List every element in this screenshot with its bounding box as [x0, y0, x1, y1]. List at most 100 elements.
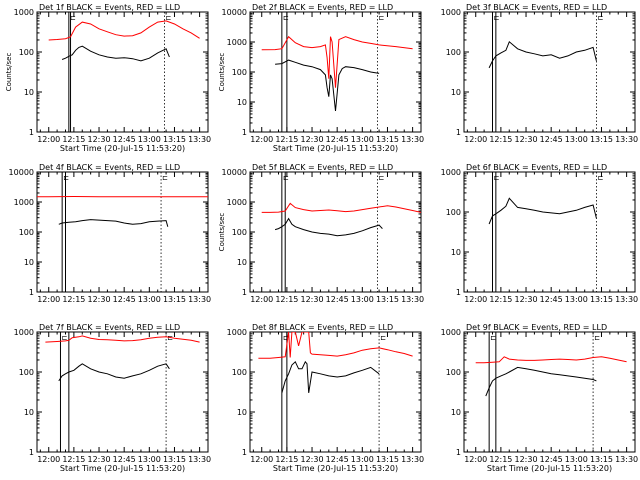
x-axis-label: Start Time (20-Jul-15 11:53:20) [487, 464, 612, 473]
x-tick-label: 12:45 [326, 295, 349, 304]
y-tick-label: 10 [451, 88, 461, 97]
x-tick-label: 12:15 [275, 135, 298, 144]
marker-tag: ⊏ [165, 14, 171, 22]
x-axis-label: Start Time (20-Jul-15 11:53:20) [273, 144, 398, 153]
x-tick-label: 12:45 [540, 295, 563, 304]
x-tick-label: 12:30 [87, 135, 110, 144]
x-tick-label: 13:15 [376, 295, 399, 304]
x-tick-label: 13:15 [163, 455, 186, 464]
x-tick-label: 12:45 [326, 135, 349, 144]
x-tick-label: 12:45 [540, 455, 563, 464]
x-tick-label: 12:30 [300, 295, 323, 304]
y-tick-label: 10000 [222, 168, 247, 177]
y-tick-label: 1 [456, 288, 461, 297]
x-tick-label: 13:30 [615, 295, 638, 304]
x-tick-label: 12:15 [489, 135, 512, 144]
y-tick-label: 1 [242, 288, 247, 297]
x-axis-label: Start Time (20-Jul-15 11:53:20) [60, 464, 185, 473]
detector-panel-5: Det 5f BLACK = Events, RED = LLD 1 10 100 10… [218, 163, 424, 304]
panel-title: Det 6f BLACK = Events, RED = LLD [466, 163, 607, 172]
x-tick-label: 13:00 [351, 455, 374, 464]
x-tick-label: 12:00 [37, 135, 60, 144]
x-tick-label: 13:00 [565, 135, 588, 144]
x-tick-label: 12:45 [113, 295, 136, 304]
x-tick-label: 13:15 [376, 455, 399, 464]
x-tick-label: 13:30 [401, 135, 424, 144]
x-axis-label: Start Time (20-Jul-15 11:53:20) [60, 144, 185, 153]
lld-series-line [48, 20, 200, 41]
marker-tag: ⊏ [283, 334, 289, 342]
panel-title: Det 5f BLACK = Events, RED = LLD [252, 163, 393, 172]
x-tick-label: 13:00 [138, 455, 161, 464]
y-tick-label: 1 [456, 448, 461, 457]
y-tick-label: 10000 [222, 8, 247, 17]
marker-tag: ⊏ [494, 174, 500, 182]
x-tick-label: 12:15 [489, 455, 512, 464]
plot-frame [36, 11, 209, 133]
x-tick-label: 13:15 [590, 135, 613, 144]
x-tick-label: 12:00 [250, 455, 273, 464]
series-group [475, 356, 627, 397]
detector-panel-9: Det 9f BLACK = Events, RED = LLD 1 10 100 10… [441, 323, 639, 473]
detector-panel-3: Det 3f BLACK = Events, RED = LLD 1 10 100 10… [441, 3, 639, 144]
y-tick-label: 1000 [14, 8, 34, 17]
y-tick-label: 1 [29, 128, 34, 137]
plot-frame [249, 171, 422, 293]
x-tick-label: 12:00 [250, 295, 273, 304]
marker-tag: ⊏ [283, 14, 289, 22]
panel-title: Det 9f BLACK = Events, RED = LLD [466, 323, 607, 332]
series-group [37, 195, 208, 227]
x-tick-label: 12:00 [464, 295, 487, 304]
events-series-line [58, 219, 169, 227]
events-series-line [488, 197, 597, 225]
events-series-line [275, 59, 380, 112]
x-tick-label: 12:30 [300, 455, 323, 464]
marker-tag: ⊏ [61, 334, 67, 342]
detector-panel-2: Det 2f BLACK = Events, RED = LLD 1 10 100 10… [218, 3, 424, 153]
marker-tag: ⊏ [490, 334, 496, 342]
y-tick-label: 100 [446, 48, 461, 57]
x-tick-label: 13:00 [565, 455, 588, 464]
detector-panel-8: Det 8f BLACK = Events, RED = LLD 1 10 100 10… [227, 323, 425, 473]
lld-series-line [475, 356, 627, 364]
panel-title: Det 1f BLACK = Events, RED = LLD [39, 3, 180, 12]
y-tick-label: 1000 [14, 198, 34, 207]
y-tick-label: 1000 [227, 38, 247, 47]
x-tick-label: 12:00 [37, 455, 60, 464]
x-tick-label: 13:30 [615, 135, 638, 144]
plot-frame [36, 331, 209, 453]
lld-series-line [261, 35, 413, 88]
events-series-line [58, 363, 170, 382]
x-tick-label: 13:15 [163, 295, 186, 304]
series-group [261, 202, 421, 237]
marker-tag: ⊏ [494, 14, 500, 22]
lld-series-line [261, 202, 421, 213]
x-tick-label: 13:15 [590, 295, 613, 304]
plot-frame [463, 331, 636, 453]
plot-frame [36, 171, 209, 293]
y-tick-label: 100 [19, 368, 34, 377]
y-tick-label: 100 [446, 208, 461, 217]
x-tick-label: 12:15 [62, 135, 85, 144]
y-tick-label: 10 [451, 408, 461, 417]
y-tick-label: 10 [24, 88, 34, 97]
y-axis-label: Counts/sec [5, 53, 13, 92]
events-series-line [281, 360, 380, 394]
y-tick-label: 1000 [227, 198, 247, 207]
x-tick-label: 13:15 [590, 455, 613, 464]
x-tick-label: 12:30 [514, 135, 537, 144]
x-tick-label: 13:00 [351, 135, 374, 144]
y-axis-label: Counts/sec [218, 53, 226, 92]
marker-tag: ⊏ [283, 174, 289, 182]
x-tick-label: 12:00 [464, 455, 487, 464]
y-tick-label: 100 [232, 228, 247, 237]
events-series-line [61, 45, 170, 62]
x-tick-label: 12:45 [113, 135, 136, 144]
series-group [48, 20, 200, 62]
x-tick-label: 12:00 [250, 135, 273, 144]
detector-panel-1: Det 1f BLACK = Events, RED = LLD 1 10 100 10… [5, 3, 211, 153]
marker-tag: ⊏ [63, 174, 69, 182]
x-tick-label: 12:00 [464, 135, 487, 144]
x-tick-label: 12:15 [275, 295, 298, 304]
